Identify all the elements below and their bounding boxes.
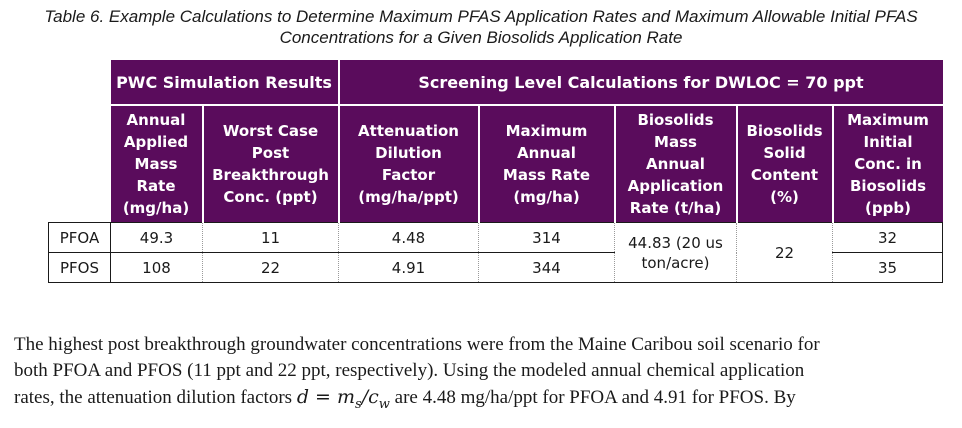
col-header-line: Annual: [517, 144, 576, 162]
paragraph-line-1: The highest post breakthrough groundwate…: [14, 334, 820, 355]
caption-line-2: Concentrations for a Given Biosolids App…: [279, 28, 683, 47]
col-header-line: Conc. in: [854, 155, 922, 173]
body-paragraph: The highest post breakthrough groundwate…: [14, 332, 954, 418]
pfas-calculation-table: PWC Simulation Results Screening Level C…: [48, 60, 943, 283]
group-header-pwc: PWC Simulation Results: [110, 60, 340, 106]
eq-m-sub: s: [355, 396, 362, 412]
column-header-row: Annual Applied Mass Rate (mg/ha) Worst C…: [48, 105, 943, 223]
cell-annual-applied: 108: [110, 252, 203, 283]
col-header-line: Initial: [863, 133, 913, 151]
col-header-line: Mass: [134, 155, 178, 173]
group-header-screening: Screening Level Calculations for DWLOC =…: [338, 60, 943, 106]
cell-max-initial: 32: [832, 222, 943, 253]
paragraph-line-3: rates, the attenuation dilution factors …: [14, 384, 954, 418]
col-header-line: Maximum: [847, 111, 929, 129]
col-header-line: Conc. (ppt): [223, 188, 318, 206]
cell-worst-case: 22: [202, 252, 339, 283]
col-header-line: Post: [251, 144, 290, 162]
col-header-line: Maximum: [505, 122, 588, 140]
cell-annual-applied: 49.3: [110, 222, 203, 253]
cell-worst-case: 11: [202, 222, 339, 253]
cell-max-annual: 314: [478, 222, 615, 253]
eq-equals: =: [308, 386, 337, 408]
application-rate-line-1: 44.83 (20 us: [628, 233, 723, 252]
col-header-line: Rate (t/ha): [629, 199, 722, 217]
paragraph-line-3-end: are 4.48 mg/ha/ppt for PFOA and 4.91 for…: [394, 387, 796, 408]
col-header-worst-case: Worst Case Post Breakthrough Conc. (ppt): [202, 105, 340, 223]
col-header-max-initial: Maximum Initial Conc. in Biosolids (ppb): [832, 105, 943, 223]
col-header-line: Rate: [136, 177, 176, 195]
col-header-annual-applied: Annual Applied Mass Rate (mg/ha): [110, 105, 204, 223]
eq-slash: /: [361, 386, 369, 408]
application-rate-line-2: ton/acre): [641, 253, 710, 272]
col-header-line: Biosolids: [849, 177, 927, 195]
paragraph-line-2: both PFOA and PFOS (11 ppt and 22 ppt, r…: [14, 360, 805, 381]
table-row-pfoa: PFOA 49.3 11 4.48 314 44.83 (20 us ton/a…: [48, 222, 943, 283]
col-header-line: (mg/ha/ppt): [358, 188, 459, 206]
col-header-line: Breakthrough: [212, 166, 329, 184]
col-header-line: Mass: [654, 133, 697, 151]
paragraph-line-3-start: rates, the attenuation dilution factors: [14, 387, 293, 408]
col-header-line: Content: [750, 166, 819, 184]
col-header-line: Application: [627, 177, 724, 195]
col-header-line: (ppb): [865, 199, 911, 217]
col-header-line: (mg/ha): [513, 188, 580, 206]
col-header-line: Annual: [126, 111, 186, 129]
col-header-line: Solid: [763, 144, 806, 162]
cell-attenuation: 4.48: [338, 222, 479, 253]
col-header-line: Dilution: [375, 144, 442, 162]
cell-attenuation: 4.91: [338, 252, 479, 283]
col-header-solid-content: Biosolids Solid Content (%): [736, 105, 834, 223]
col-header-line: (%): [770, 188, 799, 206]
eq-c: c: [368, 386, 379, 408]
row-label-pfos: PFOS: [48, 252, 111, 283]
table-row-pfos: PFOS 108 22 4.91 344 35: [48, 252, 943, 283]
cell-max-initial: 35: [832, 252, 943, 283]
eq-d: d: [296, 386, 309, 408]
cell-max-annual: 344: [478, 252, 615, 283]
col-header-line: Mass Rate: [502, 166, 591, 184]
col-header-line: Annual: [646, 155, 705, 173]
col-header-line: Applied: [123, 133, 189, 151]
col-header-max-annual: Maximum Annual Mass Rate (mg/ha): [478, 105, 616, 223]
col-header-attenuation: Attenuation Dilution Factor (mg/ha/ppt): [338, 105, 480, 223]
cell-application-rate-merged: 44.83 (20 us ton/acre): [614, 222, 737, 283]
col-header-line: Factor: [381, 166, 436, 184]
col-header-line: Attenuation: [358, 122, 459, 140]
corner-blank-2: [48, 105, 111, 223]
col-header-line: Biosolids: [746, 122, 823, 140]
caption-line-1: Table 6. Example Calculations to Determi…: [44, 7, 918, 26]
col-header-line: Worst Case: [222, 122, 319, 140]
cell-solid-content-merged: 22: [736, 222, 833, 283]
attenuation-equation: d = ms/cw: [296, 386, 390, 412]
eq-m: m: [336, 386, 356, 408]
col-header-line: Biosolids: [637, 111, 714, 129]
table-caption: Table 6. Example Calculations to Determi…: [0, 6, 962, 48]
row-label-pfoa: PFOA: [48, 222, 111, 253]
eq-c-sub: w: [378, 396, 390, 412]
col-header-line: (mg/ha): [122, 199, 190, 217]
col-header-application-rate: Biosolids Mass Annual Application Rate (…: [614, 105, 738, 223]
corner-blank: [48, 60, 111, 105]
group-header-row: PWC Simulation Results Screening Level C…: [48, 60, 943, 106]
